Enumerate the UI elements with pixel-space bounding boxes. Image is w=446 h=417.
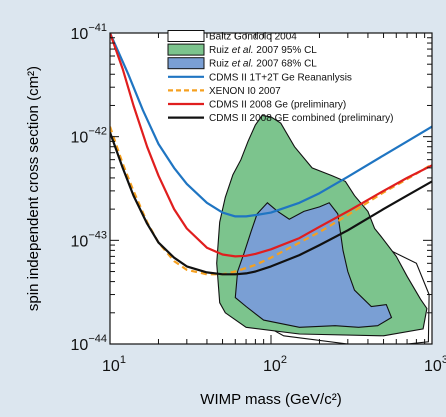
- legend-label: CDMS II 2008 Ge (preliminary): [209, 100, 346, 111]
- axis-ticks: [109, 32, 433, 345]
- legend-label: CDMS II 1T+2T Ge Reananlysis: [209, 72, 352, 83]
- legend-label: Ruiz et al. 2007 95% CL: [209, 45, 317, 56]
- x-tick-label: 101: [102, 354, 126, 375]
- x-tick-label: 102: [263, 354, 287, 375]
- y-axis-label: spin independent cross section (cm²): [25, 66, 42, 311]
- exclusion-curves: [110, 33, 432, 276]
- series-line-cdms-ii-2008-ge-preliminary: [110, 33, 432, 258]
- legend-swatch: [167, 57, 205, 70]
- series-line-cdms-ii-2008-ge-combined-preliminary: [110, 132, 432, 276]
- legend: Baltz Gondolo 2004 Ruiz et al. 2007 95% C…: [167, 30, 394, 124]
- x-axis-label: WIMP mass (GeV/c²): [200, 391, 341, 408]
- legend-label: Baltz Gondolo 2004: [209, 32, 297, 43]
- y-tick-label: 10−44: [71, 333, 107, 354]
- series-line-cdms-ii-1t-2t-ge-reananlysis: [110, 33, 432, 218]
- y-tick-label: 10−43: [71, 229, 107, 250]
- legend-swatch: [167, 30, 205, 42]
- legend-label: XENON I0 2007: [209, 86, 281, 97]
- tick-labels: 101 102 103 10−44 10−43 10−42 10−41: [71, 22, 446, 375]
- x-tick-label: 103: [424, 354, 446, 375]
- legend-label: Ruiz et al. 2007 68% CL: [209, 59, 317, 70]
- legend-swatch: [167, 43, 205, 56]
- axis-labels: WIMP mass (GeV/c²) spin independent cros…: [25, 66, 342, 408]
- y-tick-label: 10−41: [71, 22, 107, 43]
- legend-label: CDMS II 2008 GE combined (preliminary): [209, 113, 394, 124]
- y-tick-label: 10−42: [71, 126, 107, 147]
